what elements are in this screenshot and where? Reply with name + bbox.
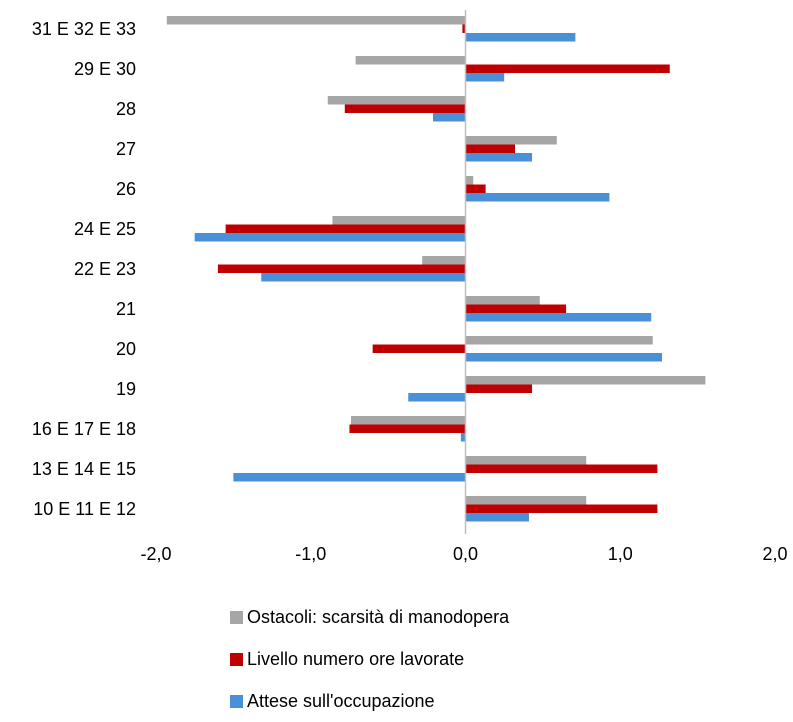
category-labels: 10 E 11 E 12 13 E 14 E 15 16 E 17 E 18 19 20…: [32, 19, 136, 519]
legend-swatch-ore: [230, 652, 243, 666]
bar-s0-c3: [465, 376, 706, 385]
bar-s2-c4: [465, 353, 663, 362]
bar-s0-c0: [465, 496, 587, 505]
category-label: 31 E 32 E 33: [32, 19, 136, 39]
bar-s1-c12: [462, 24, 466, 33]
legend-label-ore: Livello numero ore lavorate: [247, 648, 465, 669]
legend-item-ostacoli: Ostacoli: scarsità di manodopera: [230, 596, 509, 638]
category-label: 22 E 23: [74, 259, 136, 279]
bar-s2-c10: [433, 113, 466, 122]
bar-s1-c4: [372, 344, 466, 353]
x-tick-label: -1,0: [295, 544, 326, 564]
x-tick-labels: -2,0 -1,0 0,0 1,0 2,0: [140, 544, 787, 564]
bar-s0-c11: [355, 56, 466, 65]
legend-label-occupazione: Attese sull'occupazione: [247, 690, 435, 711]
bar-s0-c4: [465, 336, 653, 345]
bar-s2-c9: [465, 153, 533, 162]
bar-s1-c3: [465, 384, 533, 393]
bar-s0-c2: [350, 416, 466, 425]
bar-s0-c9: [465, 136, 557, 145]
category-label: 26: [116, 179, 136, 199]
category-label: 28: [116, 99, 136, 119]
bar-s2-c5: [465, 313, 652, 322]
category-label: 19: [116, 379, 136, 399]
bar-s0-c10: [327, 96, 466, 105]
bar-s2-c11: [465, 73, 505, 82]
bar-s2-c8: [465, 193, 610, 202]
bar-s1-c5: [465, 304, 567, 313]
category-label: 27: [116, 139, 136, 159]
bar-s1-c1: [465, 464, 658, 473]
bar-s1-c11: [465, 64, 670, 73]
x-tick-label: 2,0: [762, 544, 787, 564]
legend-label-ostacoli: Ostacoli: scarsità di manodopera: [247, 606, 510, 627]
x-tick-label: 0,0: [453, 544, 478, 564]
bar-s2-c3: [408, 393, 466, 402]
bar-s2-c6: [261, 273, 466, 282]
bar-s1-c0: [465, 504, 658, 513]
category-label: 29 E 30: [74, 59, 136, 79]
bar-s0-c12: [166, 16, 466, 25]
bar-s0-c1: [465, 456, 587, 465]
category-label: 24 E 25: [74, 219, 136, 239]
bar-s2-c12: [465, 33, 576, 42]
category-label: 20: [116, 339, 136, 359]
bar-s1-c6: [217, 264, 466, 273]
bar-s2-c7: [194, 233, 466, 242]
legend-swatch-ostacoli: [230, 610, 243, 624]
bar-s1-c9: [465, 144, 516, 153]
bar-s2-c2: [460, 433, 466, 442]
bars-group: [166, 16, 706, 522]
category-label: 10 E 11 E 12: [33, 499, 136, 519]
bar-s1-c10: [344, 104, 466, 113]
category-label: 21: [116, 299, 136, 319]
legend-swatch-occupazione: [230, 694, 243, 708]
bar-s1-c2: [349, 424, 466, 433]
legend: Ostacoli: scarsità di manodopera Livello…: [230, 596, 509, 722]
bar-s2-c1: [233, 473, 466, 482]
x-tick-label: -2,0: [140, 544, 171, 564]
legend-item-ore: Livello numero ore lavorate: [230, 638, 509, 680]
category-label: 16 E 17 E 18: [32, 419, 136, 439]
legend-item-occupazione: Attese sull'occupazione: [230, 680, 509, 722]
bar-s0-c8: [465, 176, 474, 185]
bar-s0-c7: [332, 216, 466, 225]
bar-s1-c8: [465, 184, 486, 193]
bar-s1-c7: [225, 224, 466, 233]
category-label: 13 E 14 E 15: [32, 459, 136, 479]
bar-s0-c5: [465, 296, 540, 305]
bar-s2-c0: [465, 513, 529, 522]
x-tick-label: 1,0: [608, 544, 633, 564]
bar-s0-c6: [422, 256, 466, 265]
